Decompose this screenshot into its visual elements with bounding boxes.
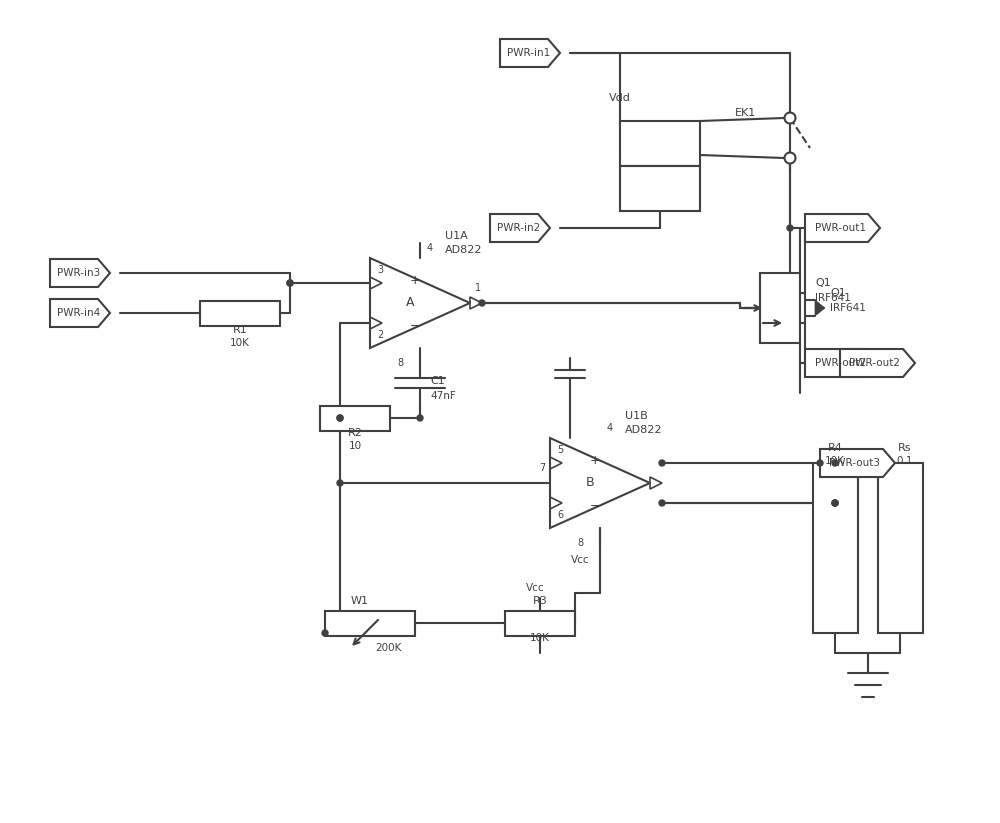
Text: PWR-in2: PWR-in2 [497, 223, 541, 233]
Text: −: − [590, 500, 600, 513]
FancyBboxPatch shape [325, 611, 415, 635]
Text: R2: R2 [348, 428, 362, 438]
Text: A: A [406, 296, 414, 309]
Text: IRF641: IRF641 [815, 293, 851, 303]
Text: AD822: AD822 [625, 425, 662, 435]
FancyArrow shape [500, 39, 560, 67]
Text: AD822: AD822 [445, 245, 482, 255]
Text: C1: C1 [430, 376, 445, 386]
Text: Q1: Q1 [830, 288, 846, 298]
Circle shape [287, 280, 293, 286]
FancyBboxPatch shape [200, 300, 280, 326]
Text: W1: W1 [351, 596, 369, 606]
Text: 1: 1 [475, 283, 481, 293]
FancyBboxPatch shape [620, 120, 700, 165]
Text: 10K: 10K [230, 338, 250, 348]
Text: EK1: EK1 [735, 108, 756, 118]
Text: 3: 3 [377, 265, 383, 275]
Circle shape [817, 460, 823, 466]
Circle shape [832, 500, 838, 506]
FancyBboxPatch shape [760, 273, 800, 343]
FancyBboxPatch shape [320, 406, 390, 430]
Text: 200K: 200K [375, 643, 401, 653]
Text: R4: R4 [828, 443, 842, 453]
Circle shape [784, 152, 796, 164]
Text: Vdd: Vdd [609, 93, 631, 103]
Text: U1B: U1B [625, 411, 648, 421]
Text: PWR-out3: PWR-out3 [830, 458, 881, 468]
Text: 8: 8 [397, 358, 403, 368]
Circle shape [417, 415, 423, 421]
Text: PWR-in3: PWR-in3 [57, 268, 101, 278]
Text: PWR-out2: PWR-out2 [814, 358, 866, 368]
Text: B: B [586, 477, 594, 490]
FancyArrow shape [50, 299, 110, 327]
Polygon shape [820, 449, 895, 477]
Text: IRF641: IRF641 [830, 303, 866, 313]
Text: Vcc: Vcc [526, 583, 544, 593]
Circle shape [832, 500, 838, 506]
Text: −: − [410, 319, 420, 332]
Circle shape [832, 500, 838, 506]
Text: R1: R1 [233, 325, 247, 335]
Text: R3: R3 [533, 596, 547, 606]
Text: Rs: Rs [898, 443, 912, 453]
Circle shape [322, 630, 328, 636]
FancyBboxPatch shape [505, 611, 575, 635]
Circle shape [787, 225, 793, 231]
Text: PWR-out2: PWR-out2 [850, 358, 900, 368]
Text: 5: 5 [557, 445, 563, 455]
FancyBboxPatch shape [620, 165, 700, 211]
Text: PWR-in1: PWR-in1 [507, 48, 551, 58]
FancyArrow shape [50, 259, 110, 287]
Circle shape [337, 415, 343, 421]
Text: 6: 6 [557, 510, 563, 520]
Circle shape [784, 113, 796, 123]
Text: 10K: 10K [530, 633, 550, 643]
Text: 10: 10 [348, 441, 362, 451]
Text: 8: 8 [577, 538, 583, 548]
Text: Vcc: Vcc [571, 555, 589, 565]
Polygon shape [815, 300, 825, 316]
Circle shape [337, 480, 343, 486]
Circle shape [337, 415, 343, 421]
Polygon shape [805, 349, 880, 377]
Text: 2: 2 [377, 330, 383, 340]
Text: 4: 4 [607, 423, 613, 433]
Text: U1A: U1A [445, 231, 468, 241]
Text: 10K: 10K [825, 456, 845, 466]
Text: PWR-in4: PWR-in4 [57, 308, 101, 318]
Circle shape [832, 460, 838, 466]
FancyBboxPatch shape [812, 463, 858, 633]
Circle shape [659, 460, 665, 466]
Circle shape [479, 300, 485, 306]
FancyArrow shape [490, 214, 550, 242]
Text: 4: 4 [427, 243, 433, 253]
Text: 0.1: 0.1 [897, 456, 913, 466]
Text: 47nF: 47nF [430, 391, 456, 401]
Text: Q1: Q1 [815, 278, 831, 288]
Text: +: + [590, 453, 600, 467]
FancyBboxPatch shape [878, 463, 922, 633]
Circle shape [659, 500, 665, 506]
Polygon shape [840, 349, 915, 377]
Text: PWR-out1: PWR-out1 [814, 223, 866, 233]
Text: +: + [410, 273, 420, 286]
Text: 7: 7 [539, 463, 545, 473]
Polygon shape [805, 214, 880, 242]
Circle shape [287, 280, 293, 286]
